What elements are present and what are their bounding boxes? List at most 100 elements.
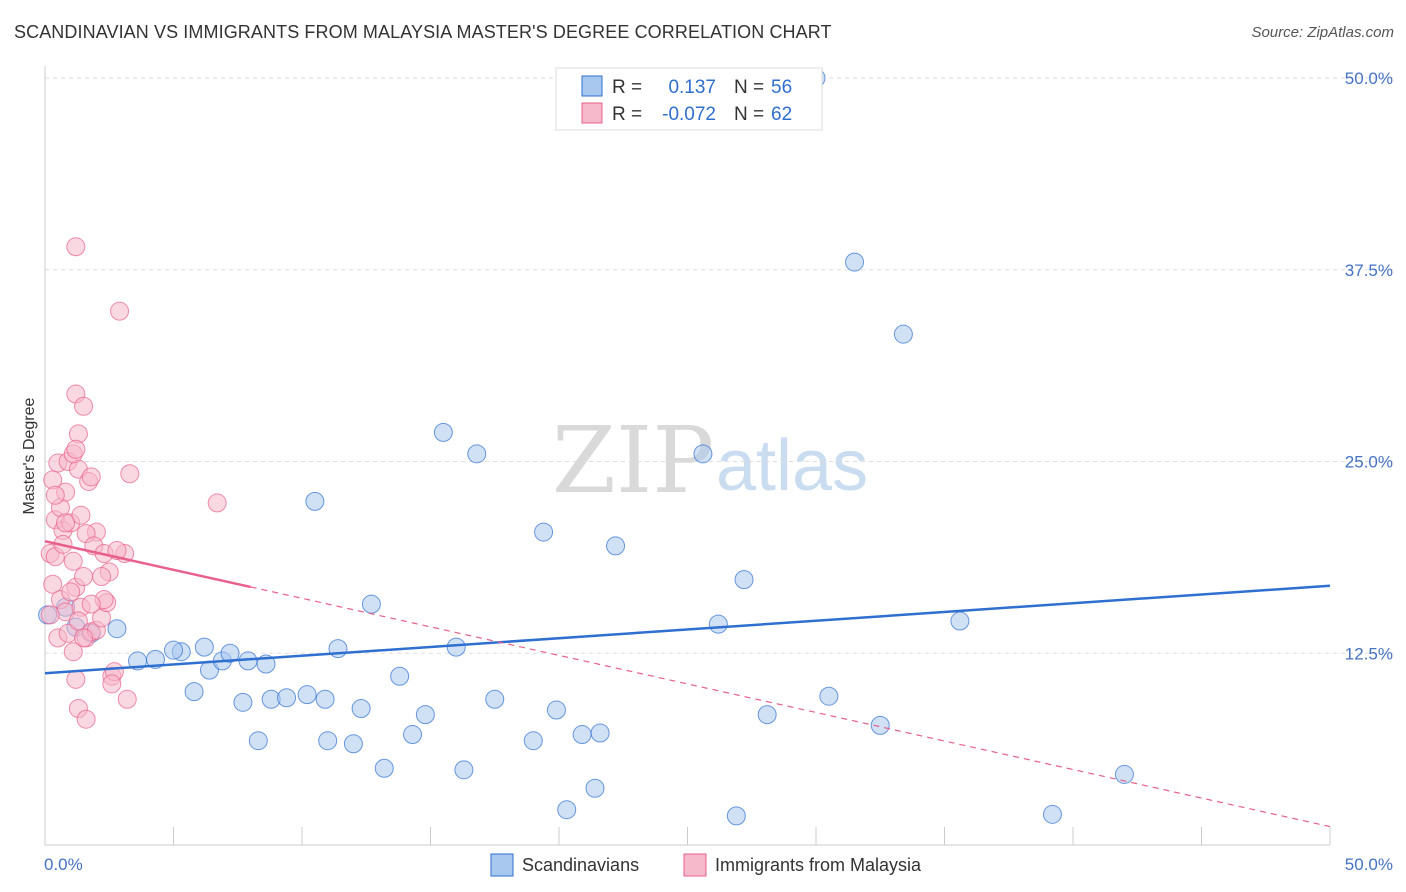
malaysia-point [92,567,112,587]
scandinavian-point [757,705,777,725]
axis-ticks: 12.5% 25.0% 37.5% 50.0% 0.0% 50.0% [44,69,1393,874]
series-legend-label-1: Scandinavians [522,855,639,875]
legend-r-label-2: R = [612,104,642,125]
scandinavian-point [726,806,746,826]
malaysia-point [63,642,83,662]
scandinavian-point [415,705,435,725]
malaysia-point [74,628,94,648]
y-tick-label: 25.0% [1345,453,1393,472]
source-credit: Source: ZipAtlas.com [1251,24,1394,41]
legend-r-value-1: 0.137 [668,77,716,98]
scandinavian-point [164,640,183,660]
scandinavian-point [606,536,626,556]
malaysia-point [61,582,81,602]
trend-lines [44,540,1331,828]
malaysia-point [45,485,65,505]
scandinavian-point [194,637,214,657]
y-tick-label: 12.5% [1345,644,1393,663]
x-tick-label-max: 50.0% [1345,855,1393,874]
series-legend-swatch-pink [683,853,707,877]
scandinavian-point [819,686,839,706]
malaysia-point [74,396,94,416]
scandinavian-point [546,700,566,720]
scandinavian-point [277,688,297,708]
scandinavian-point [318,731,338,751]
scandinavian-trend-line [44,584,1331,675]
malaysia-point [81,594,101,614]
malaysia-point [102,674,122,694]
correlation-legend: R = 0.137 N = 56 R = -0.072 N = 62 [555,67,823,131]
scandinavian-point [534,522,554,542]
scandinavian-point [107,619,127,639]
malaysia-point [63,551,83,571]
scandinavian-point [693,444,713,464]
chart-title: SCANDINAVIAN VS IMMIGRANTS FROM MALAYSIA… [14,22,832,42]
scandinavian-point [845,252,865,272]
series-legend-label-2: Immigrants from Malaysia [715,855,922,875]
scandinavian-point [220,643,240,663]
scandinavian-point [585,778,605,798]
malaysia-point [66,439,86,459]
scandinavian-point [446,637,466,657]
malaysia-point [74,567,94,587]
scandinavian-point [305,491,325,511]
y-axis-label: Master's Degree [21,397,38,514]
malaysia-trend-line-solid [44,540,251,589]
scandinavian-point [1042,804,1062,824]
scandinavian-point [184,682,204,702]
legend-r-label-1: R = [612,77,642,98]
y-tick-label: 37.5% [1345,261,1393,280]
malaysia-point [120,464,140,484]
malaysia-point [66,237,86,257]
scandinavian-point [523,731,543,751]
malaysia-point [117,689,137,709]
legend-r-value-2: -0.072 [662,104,716,125]
malaysia-point [40,605,60,625]
scandinavian-point [485,689,505,709]
malaysia-point [207,493,227,513]
scandinavians-points [38,68,1134,826]
scandinavian-point [351,698,371,718]
series-legend-swatch-blue [490,853,514,877]
scandinavian-point [572,725,592,745]
scandinavian-point [708,614,728,634]
scandinavian-point [950,611,970,631]
scandinavian-point [734,570,754,590]
scandinavian-point [403,725,423,745]
scandinavian-point [297,685,317,705]
scandinavian-point [557,800,577,820]
scandinavian-point [590,723,610,743]
legend-n-value-1: 56 [771,77,792,98]
legend-n-value-2: 62 [771,104,792,125]
watermark-zip: ZIP [552,407,714,514]
legend-swatch-pink [581,102,603,124]
malaysia-point [76,709,96,729]
malaysia-points [40,237,227,729]
scandinavian-point [467,444,487,464]
y-tick-label: 50.0% [1345,69,1393,88]
legend-swatch-blue [581,75,603,97]
x-tick-label-min: 0.0% [44,855,83,874]
malaysia-point [81,467,101,487]
watermark-atlas: atlas [716,426,868,506]
scandinavian-point [328,639,348,659]
scandinavian-point [374,758,394,778]
malaysia-point [110,301,130,321]
scandinavian-point [343,734,363,754]
scandinavian-point [361,594,381,614]
scandinavian-point [893,324,913,344]
scandinavian-point [870,715,890,735]
scandinavian-point [454,760,474,780]
malaysia-point [56,513,76,533]
scandinavian-point [433,422,453,442]
malaysia-point [66,669,86,689]
series-legend: Scandinavians Immigrants from Malaysia [490,853,922,877]
scandinavian-point [315,689,335,709]
malaysia-point [43,574,63,594]
scandinavian-point [233,692,253,712]
malaysia-point [71,505,91,525]
legend-n-label-2: N = [734,104,764,125]
scandinavian-point [390,666,410,686]
scandinavian-point [1114,764,1134,784]
